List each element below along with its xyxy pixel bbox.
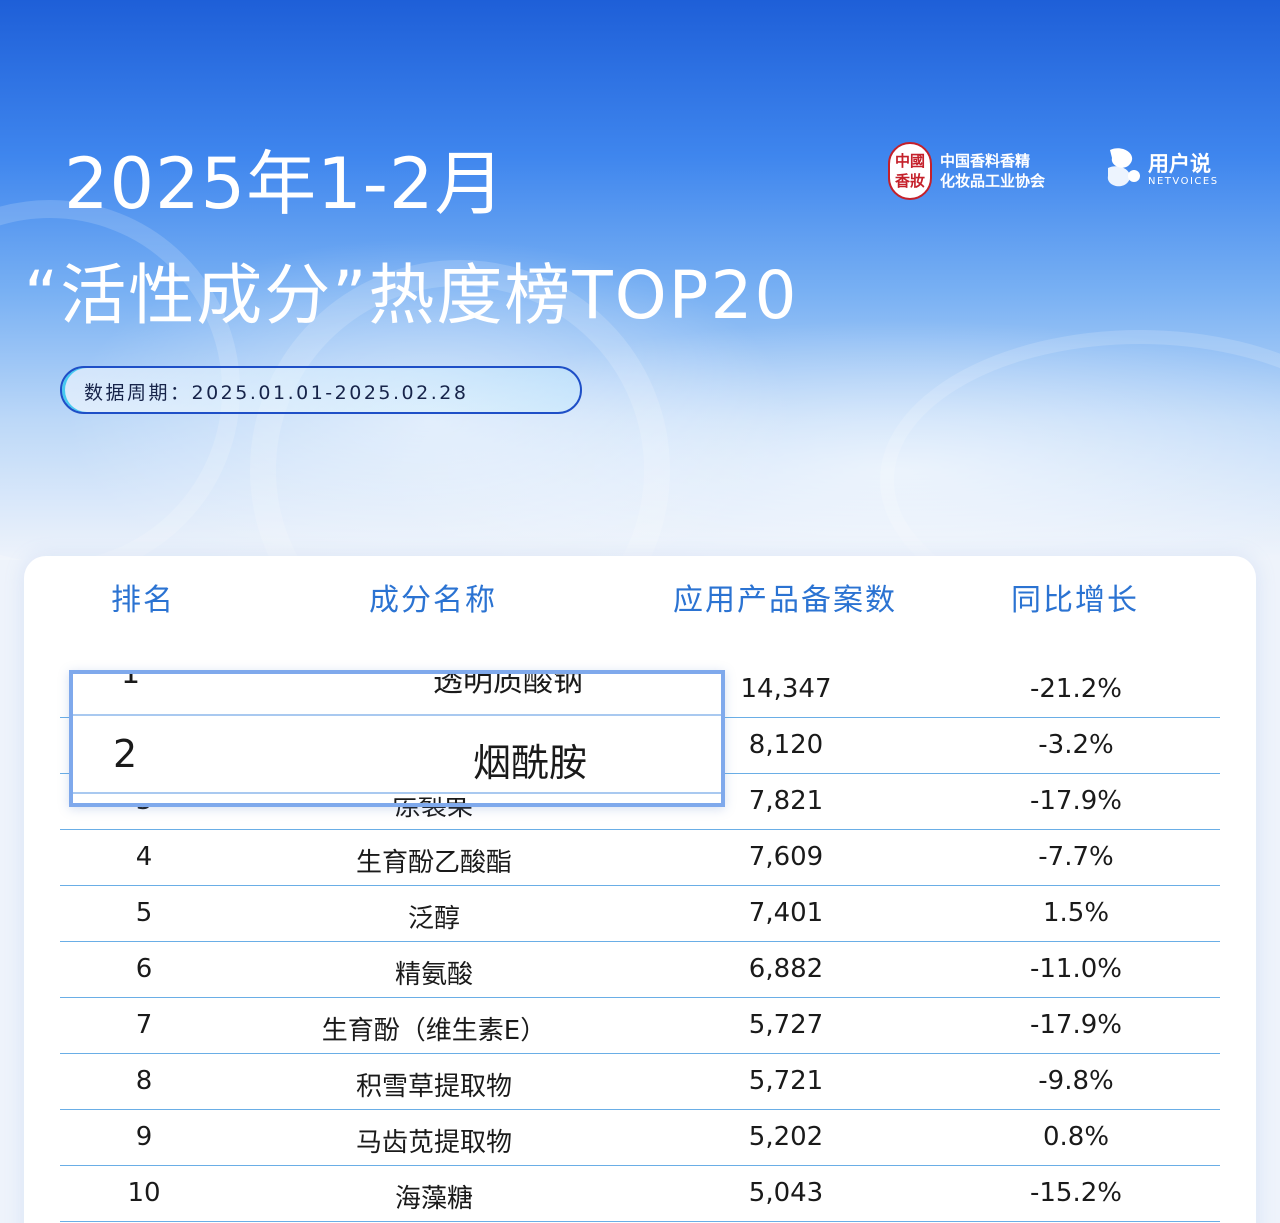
highlight-row-focus: 2 烟酰胺 <box>73 716 721 792</box>
page-title: “活性成分”热度榜TOP20 <box>24 257 799 334</box>
zoom-highlight-box: 1 透明质酸钠 2 烟酰胺 原裂果 <box>69 670 725 807</box>
ingredient-name-cell: 生育酚乙酸酯 <box>355 848 513 878</box>
yoy-growth-cell: -15.2% <box>1030 1178 1122 1208</box>
ranking-table-body: 1 透明质酸钠 14,347 -21.2% 2 烟酰胺 8,120 -3.2% … <box>60 662 1220 1222</box>
yoy-growth-cell: -11.0% <box>1030 954 1122 984</box>
highlight-name: 透明质酸钠 <box>433 670 583 699</box>
column-header-rank: 排名 <box>111 583 175 618</box>
data-period-text: 数据周期：2025.01.01-2025.02.28 <box>84 382 469 404</box>
rank-cell: 9 <box>135 1122 153 1152</box>
ingredient-name-cell: 积雪草提取物 <box>355 1072 513 1102</box>
filing-count-cell: 7,401 <box>748 898 824 928</box>
yoy-growth-cell: -17.9% <box>1030 786 1122 816</box>
table-row: 9 马齿苋提取物 5,202 0.8% <box>60 1110 1220 1166</box>
filing-count-cell: 5,727 <box>748 1010 824 1040</box>
yoy-growth-cell: -17.9% <box>1030 1010 1122 1040</box>
ingredient-name-cell: 泛醇 <box>407 904 461 934</box>
ingredient-name-cell: 马齿苋提取物 <box>355 1128 513 1158</box>
netvoices-logo-icon <box>1107 148 1140 187</box>
filing-count-cell: 7,609 <box>748 842 824 872</box>
table-row: 6 精氨酸 6,882 -11.0% <box>60 942 1220 998</box>
highlight-rank: 1 <box>121 670 141 691</box>
decorative-ring <box>880 330 1280 560</box>
ingredient-name-cell: 精氨酸 <box>394 960 474 990</box>
ingredient-name-cell: 海藻糖 <box>394 1184 474 1214</box>
column-header-yoy: 同比增长 <box>1011 583 1139 618</box>
yoy-growth-cell: 1.5% <box>1042 898 1110 928</box>
association-name-line2: 化妆品工业协会 <box>940 172 1046 190</box>
filing-count-cell: 5,721 <box>748 1066 824 1096</box>
rank-cell: 8 <box>135 1066 153 1096</box>
ranking-card <box>24 556 1256 1223</box>
yoy-growth-cell: 0.8% <box>1042 1122 1110 1152</box>
filing-count-cell: 8,120 <box>748 730 824 760</box>
seal-text-bottom: 香妝 <box>894 172 925 190</box>
yoy-growth-cell: -9.8% <box>1038 1066 1114 1096</box>
column-header-name: 成分名称 <box>369 583 497 618</box>
column-header-count: 应用产品备案数 <box>673 583 897 618</box>
rank-cell: 7 <box>135 1010 153 1040</box>
table-row: 7 生育酚（维生素E） 5,727 -17.9% <box>60 998 1220 1054</box>
brand-name-cn: 用户说 <box>1148 151 1211 176</box>
page-title-period: 2025年1-2月 <box>64 143 506 225</box>
table-row: 4 生育酚乙酸酯 7,609 -7.7% <box>60 830 1220 886</box>
highlight-row-next: 原裂果 <box>73 790 721 803</box>
table-row: 10 海藻糖 5,043 -15.2% <box>60 1166 1220 1222</box>
yoy-growth-cell: -7.7% <box>1038 842 1114 872</box>
association-name: 中国香料香精 化妆品工业协会 <box>940 151 1045 191</box>
filing-count-cell: 7,821 <box>748 786 824 816</box>
brand-name-en: NETVOICES <box>1148 176 1219 187</box>
rank-cell: 10 <box>127 1178 161 1208</box>
filing-count-cell: 5,202 <box>748 1122 824 1152</box>
ingredient-name-cell: 生育酚（维生素E） <box>321 1016 547 1046</box>
table-row: 5 泛醇 7,401 1.5% <box>60 886 1220 942</box>
highlight-name: 烟酰胺 <box>473 741 588 785</box>
filing-count-cell: 5,043 <box>748 1178 824 1208</box>
netvoices-logo: 用户说 NETVOICES <box>1102 146 1219 194</box>
association-logo: 中國 香妝 中国香料香精 化妆品工业协会 <box>888 142 1045 200</box>
rank-cell: 4 <box>135 842 153 872</box>
rank-cell: 5 <box>135 898 153 928</box>
table-row: 8 积雪草提取物 5,721 -9.8% <box>60 1054 1220 1110</box>
filing-count-cell: 6,882 <box>748 954 824 984</box>
association-name-line1: 中国香料香精 <box>940 152 1031 170</box>
highlight-row-prev: 1 透明质酸钠 <box>73 674 721 716</box>
yoy-growth-cell: -3.2% <box>1038 730 1114 760</box>
hero-banner: 2025年1-2月 “活性成分”热度榜TOP20 数据周期：2025.01.01… <box>0 0 1280 560</box>
association-seal-icon: 中國 香妝 <box>888 142 932 200</box>
rank-cell: 6 <box>135 954 153 984</box>
highlight-name: 原裂果 <box>391 790 469 803</box>
data-period-badge: 数据周期：2025.01.01-2025.02.28 <box>60 366 582 414</box>
highlight-rank: 2 <box>113 732 138 776</box>
table-header: 排名 成分名称 应用产品备案数 同比增长 <box>0 575 1280 619</box>
seal-text-top: 中國 <box>894 152 925 170</box>
filing-count-cell: 14,347 <box>740 674 832 704</box>
yoy-growth-cell: -21.2% <box>1030 674 1122 704</box>
